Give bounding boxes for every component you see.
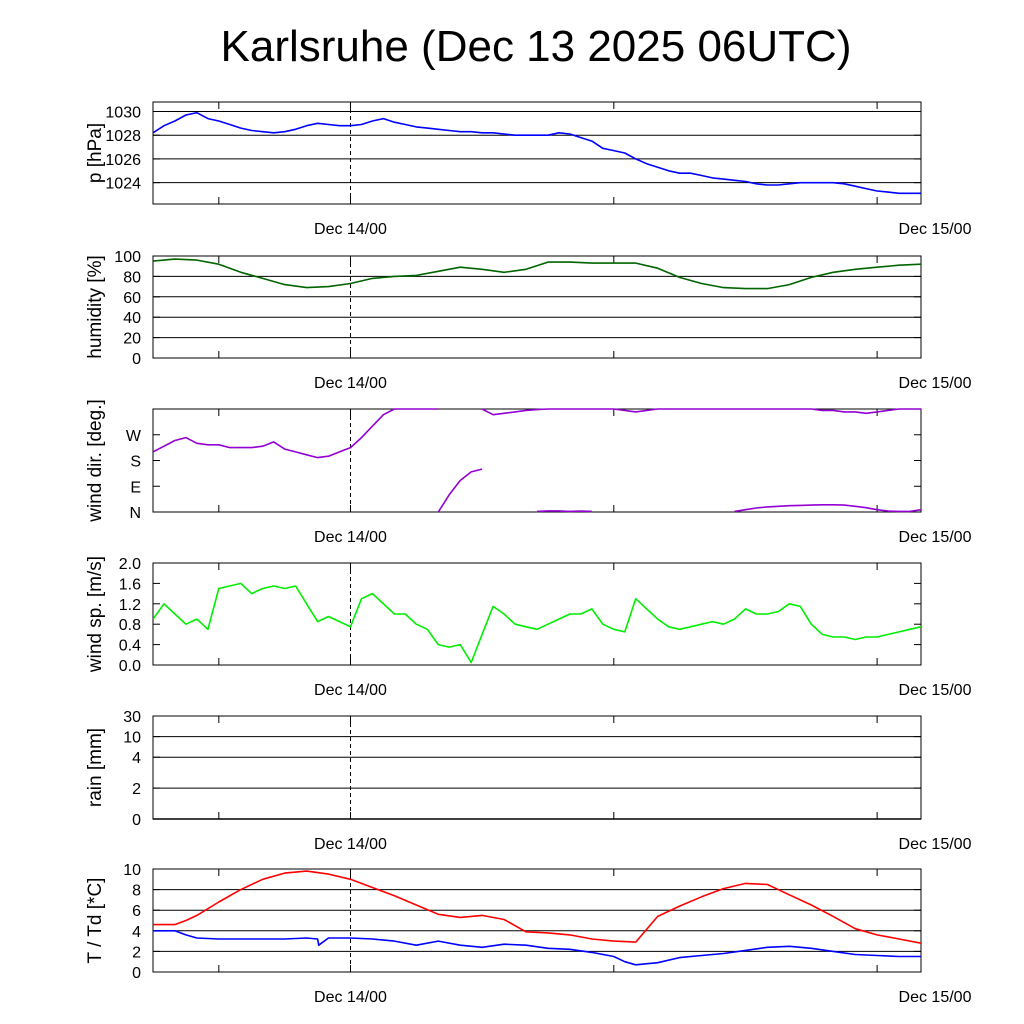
y-tick-label: 2 bbox=[132, 944, 141, 961]
series-line-temperature bbox=[153, 870, 921, 944]
series-line-dewpoint bbox=[153, 929, 921, 966]
x-tick-label: Dec 14/00 bbox=[314, 989, 387, 1006]
chart-title: Karlsruhe (Dec 13 2025 06UTC) bbox=[220, 22, 852, 71]
y-tick-label: 0 bbox=[132, 351, 141, 368]
y-tick-label: 4 bbox=[132, 750, 141, 767]
y-tick-label: W bbox=[126, 428, 142, 445]
x-tick-label: Dec 15/00 bbox=[899, 989, 972, 1006]
series-line-wind_dir bbox=[153, 408, 439, 459]
y-tick-label: 100 bbox=[114, 249, 141, 266]
y-tick-label: 1024 bbox=[105, 176, 141, 193]
series-line-wind_dir bbox=[481, 408, 921, 416]
y-tick-label: 1.6 bbox=[119, 576, 141, 593]
panel-6: 0 2 4 6 8 10 Dec 14/00 Dec 15/00 T / Td [*C] bbox=[85, 862, 972, 1006]
y-tick-label: 0.0 bbox=[119, 658, 141, 675]
x-tick-label: Dec 15/00 bbox=[899, 529, 972, 546]
y-tick-label: 10 bbox=[123, 730, 141, 747]
y-tick-label: 4 bbox=[132, 924, 141, 941]
x-tick-label: Dec 15/00 bbox=[899, 221, 972, 238]
series-line-wind_dir bbox=[437, 468, 483, 513]
x-tick-label: Dec 15/00 bbox=[899, 682, 972, 699]
x-tick-label: Dec 15/00 bbox=[899, 836, 972, 853]
y-tick-label: 1028 bbox=[105, 128, 141, 145]
y-tick-label: 1030 bbox=[105, 104, 141, 121]
series-line-wind_dir bbox=[536, 510, 592, 513]
y-tick-label: 40 bbox=[123, 310, 141, 327]
series-line-pressure bbox=[153, 111, 921, 195]
y-tick-label: 10 bbox=[123, 862, 141, 879]
y-tick-label: 20 bbox=[123, 331, 141, 348]
x-tick-label: Dec 14/00 bbox=[314, 375, 387, 392]
y-axis-label: wind sp. [m/s] bbox=[85, 556, 106, 673]
y-tick-label: 0 bbox=[132, 965, 141, 982]
plot-frame bbox=[152, 101, 922, 205]
y-tick-label: N bbox=[129, 505, 141, 522]
y-axis-label: wind dir. [deg.] bbox=[85, 399, 106, 523]
panel-1: 1024 1026 1028 1030 Dec 14/00 Dec 15/00 p [hPa… bbox=[85, 101, 972, 238]
y-tick-label: 2 bbox=[132, 781, 141, 798]
y-tick-label: 80 bbox=[123, 269, 141, 286]
y-tick-label: 6 bbox=[132, 903, 141, 920]
series-line-wind_dir bbox=[734, 503, 921, 513]
y-tick-label: 0.8 bbox=[119, 617, 141, 634]
plot-frame bbox=[152, 868, 922, 973]
y-tick-label: 0 bbox=[132, 812, 141, 829]
y-tick-label: E bbox=[130, 479, 141, 496]
y-tick-label: S bbox=[130, 454, 141, 471]
x-tick-label: Dec 14/00 bbox=[314, 221, 387, 238]
x-tick-label: Dec 14/00 bbox=[314, 682, 387, 699]
y-tick-label: 0.4 bbox=[119, 638, 141, 655]
y-axis-label: p [hPa] bbox=[85, 123, 106, 183]
plot-frame bbox=[152, 562, 922, 666]
y-tick-label: 60 bbox=[123, 290, 141, 307]
y-tick-label: 1.2 bbox=[119, 597, 141, 614]
plot-frame bbox=[152, 408, 922, 513]
plot-frame bbox=[152, 715, 922, 820]
plot-frame bbox=[152, 255, 922, 359]
x-tick-label: Dec 14/00 bbox=[314, 836, 387, 853]
panel-5: 0 2 4 10 30 Dec 14/00 Dec 15/00 rain [mm] bbox=[85, 709, 972, 853]
y-tick-label: 30 bbox=[123, 709, 141, 726]
y-tick-label: 8 bbox=[132, 883, 141, 900]
y-axis-label: rain [mm] bbox=[85, 728, 106, 807]
series-line-humidity bbox=[153, 258, 921, 290]
x-tick-label: Dec 14/00 bbox=[314, 529, 387, 546]
y-axis-label: T / Td [*C] bbox=[85, 878, 106, 964]
panel-2: 0 20 40 60 80 100 Dec 14/00 Dec 15/00 humidity [… bbox=[85, 249, 972, 392]
y-tick-label: 2.0 bbox=[119, 556, 141, 573]
y-axis-label: humidity [%] bbox=[85, 255, 106, 358]
x-tick-label: Dec 15/00 bbox=[899, 375, 972, 392]
y-tick-label: 1026 bbox=[105, 152, 141, 169]
panel-4: 0.0 0.4 0.8 1.2 1.6 2.0 Dec 14/00 Dec 15/00 wind… bbox=[85, 556, 972, 699]
series-line-wind_speed bbox=[153, 582, 921, 664]
